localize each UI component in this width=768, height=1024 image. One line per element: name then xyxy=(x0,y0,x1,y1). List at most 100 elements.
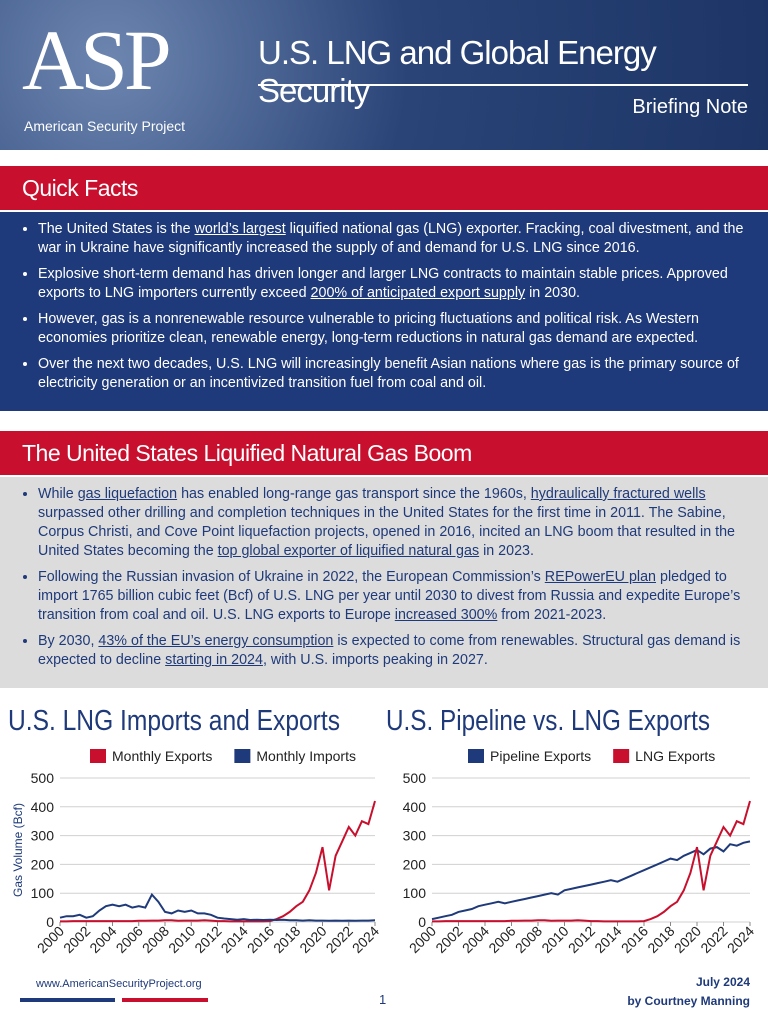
y-tick-label: 200 xyxy=(31,856,55,872)
x-tick-label: 2022 xyxy=(697,923,730,956)
doc-title: U.S. LNG and Global Energy Security xyxy=(258,34,657,109)
y-tick-label: 100 xyxy=(403,885,427,901)
x-tick-label: 2020 xyxy=(671,923,704,956)
text: While xyxy=(38,486,78,502)
text: Following the Russian invasion of Ukrain… xyxy=(38,569,545,585)
x-tick-label: 2022 xyxy=(323,923,356,956)
link-text: starting in 2024 xyxy=(165,652,263,668)
text: Over the next two decades, U.S. LNG will… xyxy=(38,356,739,391)
bullet: Over the next two decades, U.S. LNG will… xyxy=(38,355,752,393)
legend-label: LNG Exports xyxy=(635,748,715,764)
x-tick-label: 2004 xyxy=(459,923,492,956)
x-tick-label: 2010 xyxy=(165,923,198,956)
y-tick-label: 0 xyxy=(46,914,54,930)
header: ASP American Security Project U.S. LNG a… xyxy=(0,0,768,150)
org-name: American Security Project xyxy=(24,118,186,134)
series-line xyxy=(59,892,376,922)
text: liquified national gas (LNG) exporter. F… xyxy=(38,221,744,256)
x-tick-label: 2006 xyxy=(485,923,518,956)
link-text: REPowerEU plan xyxy=(544,569,657,585)
page-number: 1 xyxy=(379,992,387,1007)
text: Explosive short-term demand has driven l… xyxy=(38,266,728,301)
section-heading: The United States Liquified Natural Gas … xyxy=(0,431,768,475)
y-tick-label: 200 xyxy=(403,856,427,872)
x-tick-label: 2024 xyxy=(349,923,382,956)
x-tick-label: 2006 xyxy=(113,923,146,956)
x-tick-label: 2016 xyxy=(618,923,651,956)
text: , with U.S. imports peaking in 2027. xyxy=(262,652,488,668)
text: By 2030, xyxy=(38,633,99,649)
doc-subtitle: Briefing Note xyxy=(632,96,748,118)
bullet: By 2030, 43% of the EU’s energy consumpt… xyxy=(38,632,752,670)
link-text: 43% of the EU’s energy consumption xyxy=(98,633,334,649)
section-box: The United States is the world’s largest… xyxy=(0,212,768,411)
link-text: increased 300% xyxy=(394,607,498,623)
footer-date: July 2024 xyxy=(695,975,750,989)
x-tick-label: 2002 xyxy=(432,923,465,956)
y-tick-label: 300 xyxy=(403,828,427,844)
series-line xyxy=(60,800,376,923)
chart: U.S. Pipeline vs. LNG Exports Pipeline Ex… xyxy=(386,705,757,956)
link-text: 200% of anticipated export supply xyxy=(310,285,526,301)
x-tick-label: 2008 xyxy=(139,923,172,956)
link-text: world’s largest xyxy=(194,221,286,237)
x-tick-label: 2008 xyxy=(512,923,545,956)
y-tick-label: 400 xyxy=(31,799,55,815)
text: has enabled long-range gas transport sin… xyxy=(177,486,531,502)
legend-label: Monthly Exports xyxy=(112,748,212,764)
y-axis-label: Gas Volume (Bcf) xyxy=(11,803,25,897)
bullet: Following the Russian invasion of Ukrain… xyxy=(38,568,752,625)
text: in 2030. xyxy=(525,285,580,301)
x-tick-label: 2002 xyxy=(60,923,93,956)
text: from 2021-2023. xyxy=(497,607,607,623)
legend-swatch xyxy=(613,749,630,763)
rule xyxy=(258,84,748,86)
bullet: The United States is the world’s largest… xyxy=(38,220,752,258)
x-tick-label: 2000 xyxy=(34,923,67,956)
y-tick-label: 500 xyxy=(31,770,55,786)
text: is expected to come from renewables. Str… xyxy=(38,633,741,668)
chart-title: U.S. LNG Imports and Exports xyxy=(8,705,340,737)
legend-swatch xyxy=(234,749,251,763)
legend-swatch xyxy=(468,749,484,763)
y-tick-label: 100 xyxy=(31,885,55,901)
y-tick-label: 0 xyxy=(418,914,426,930)
y-tick-label: 400 xyxy=(403,799,427,815)
x-tick-label: 2018 xyxy=(644,923,677,956)
flag-bar xyxy=(20,998,115,1002)
text: surpassed other drilling and completion … xyxy=(38,505,735,559)
bullet-list: While gas liquefaction has enabled long-… xyxy=(22,485,752,670)
y-tick-label: 300 xyxy=(31,828,55,844)
chart-title: U.S. Pipeline vs. LNG Exports xyxy=(386,705,710,737)
text: in 2023. xyxy=(479,543,534,559)
x-tick-label: 2010 xyxy=(538,923,571,956)
bullet: While gas liquefaction has enabled long-… xyxy=(38,485,752,561)
link-text: top global exporter of liquified natural… xyxy=(217,543,480,559)
series-line xyxy=(432,800,751,923)
x-tick-label: 2018 xyxy=(270,923,303,956)
x-tick-label: 2000 xyxy=(406,923,439,956)
x-tick-label: 2016 xyxy=(244,923,277,956)
chart: U.S. LNG Imports and Exports Monthly Expo… xyxy=(8,705,382,956)
flag-bar xyxy=(122,998,208,1002)
link-text: hydraulically fractured wells xyxy=(530,486,706,502)
legend-swatch xyxy=(90,749,106,763)
legend-label: Pipeline Exports xyxy=(490,748,591,764)
bullet: Explosive short-term demand has driven l… xyxy=(38,265,752,303)
text: However, gas is a nonrenewable resource … xyxy=(38,311,699,346)
link-text: gas liquefaction xyxy=(77,486,178,502)
x-tick-label: 2004 xyxy=(86,923,119,956)
text: pledged to import 1765 billion cubic fee… xyxy=(38,569,741,623)
x-tick-label: 2012 xyxy=(565,923,598,956)
legend-label: Monthly Imports xyxy=(256,748,356,764)
section-box: While gas liquefaction has enabled long-… xyxy=(0,477,768,688)
x-tick-label: 2014 xyxy=(218,923,251,956)
x-tick-label: 2020 xyxy=(296,923,329,956)
x-tick-label: 2024 xyxy=(724,923,757,956)
footer-url: www.AmericanSecurityProject.org xyxy=(36,978,202,990)
bullet: However, gas is a nonrenewable resource … xyxy=(38,310,752,348)
section-heading: Quick Facts xyxy=(0,166,768,210)
x-tick-label: 2014 xyxy=(591,923,624,956)
bullet-list: The United States is the world’s largest… xyxy=(22,220,752,393)
